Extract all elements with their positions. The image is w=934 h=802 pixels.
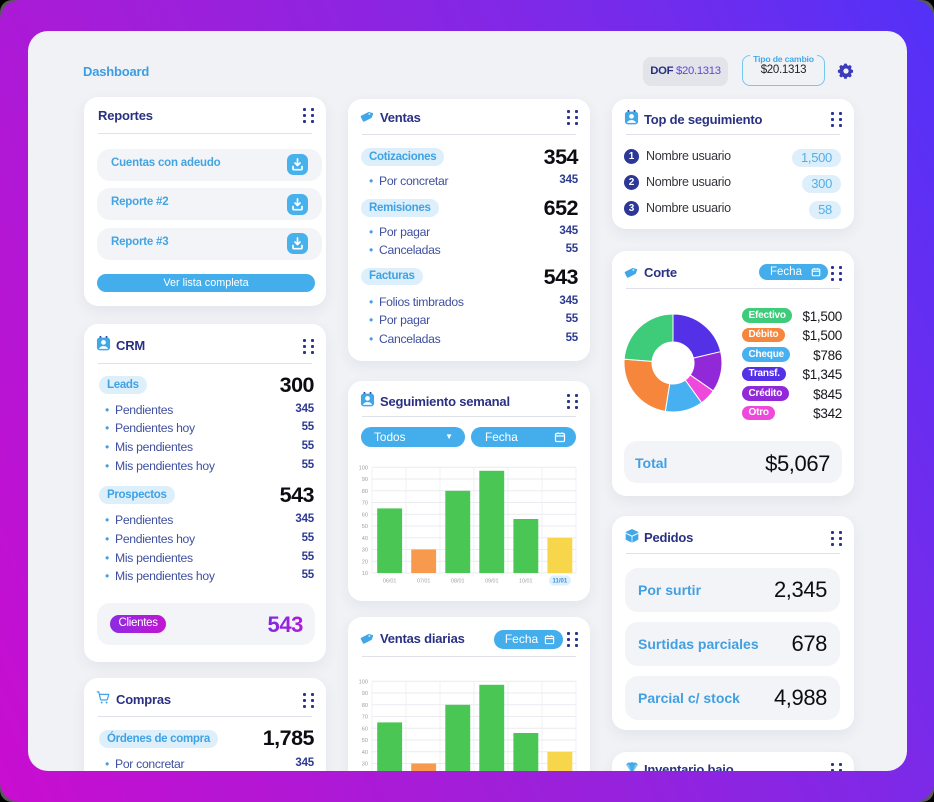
svg-text:80: 80 <box>362 703 368 709</box>
svg-text:09/01: 09/01 <box>485 579 499 585</box>
svg-text:06/01: 06/01 <box>383 579 397 585</box>
svg-text:100: 100 <box>359 679 368 685</box>
svg-text:10/01: 10/01 <box>519 579 533 585</box>
svg-text:20: 20 <box>362 559 368 565</box>
svg-text:100: 100 <box>359 465 368 471</box>
svg-text:70: 70 <box>362 501 368 507</box>
svg-text:60: 60 <box>362 726 368 732</box>
svg-text:30: 30 <box>362 762 368 768</box>
svg-text:30: 30 <box>362 548 368 554</box>
svg-text:07/01: 07/01 <box>417 579 431 585</box>
svg-text:50: 50 <box>362 738 368 744</box>
svg-text:40: 40 <box>362 750 368 756</box>
svg-text:60: 60 <box>362 512 368 518</box>
svg-text:10: 10 <box>362 571 368 577</box>
svg-text:90: 90 <box>362 691 368 697</box>
svg-text:08/01: 08/01 <box>451 579 465 585</box>
svg-text:40: 40 <box>362 536 368 542</box>
svg-text:50: 50 <box>362 524 368 530</box>
svg-text:80: 80 <box>362 489 368 495</box>
svg-text:90: 90 <box>362 477 368 483</box>
svg-text:70: 70 <box>362 715 368 721</box>
svg-text:11/01: 11/01 <box>553 579 568 585</box>
